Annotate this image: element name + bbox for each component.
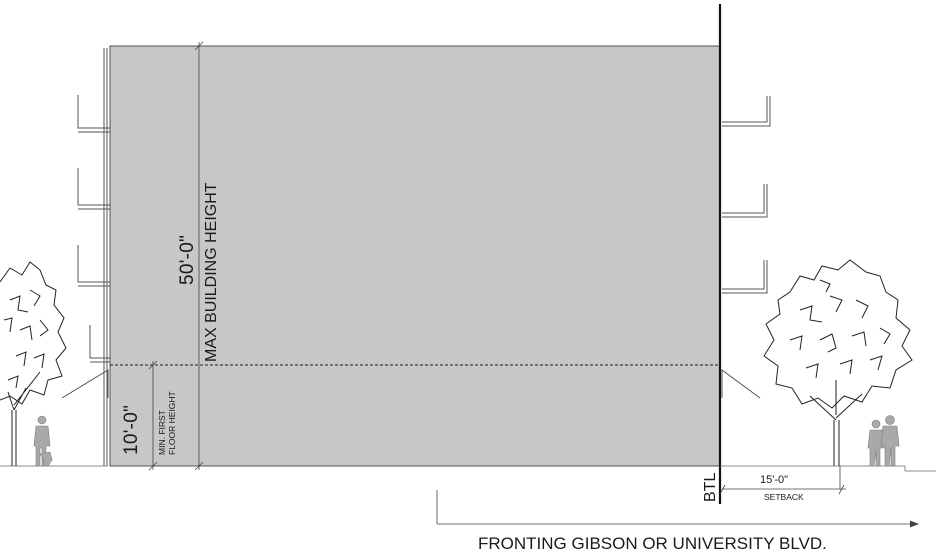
btl-label: BTL [702, 473, 719, 502]
building-height-label: MAX BUILDING HEIGHT [203, 182, 220, 362]
setback-value: 15'-0" [760, 474, 788, 486]
building-envelope [109, 45, 721, 467]
first-floor-label-line2: FLOOR HEIGHT [167, 391, 177, 455]
setback-dimension [719, 466, 846, 495]
left-tree [0, 261, 67, 466]
first-floor-label-line1: MIN. FIRST [157, 410, 167, 455]
setback-label: SETBACK [764, 492, 804, 502]
right-neighbor-building [721, 96, 771, 399]
right-tree [763, 259, 913, 466]
first-floor-value: 10'-0" [121, 405, 142, 455]
ground-line [0, 465, 936, 472]
left-neighbor-building [61, 48, 110, 466]
frontage-caption: FRONTING GIBSON OR UNIVERSITY BLVD. [478, 534, 827, 553]
pedestrian-figures [33, 415, 900, 467]
first-floor-dimension [148, 360, 158, 471]
frontage-leader [436, 490, 920, 528]
building-height-value: 50'-0" [177, 235, 198, 285]
building-height-dimension [194, 41, 204, 471]
